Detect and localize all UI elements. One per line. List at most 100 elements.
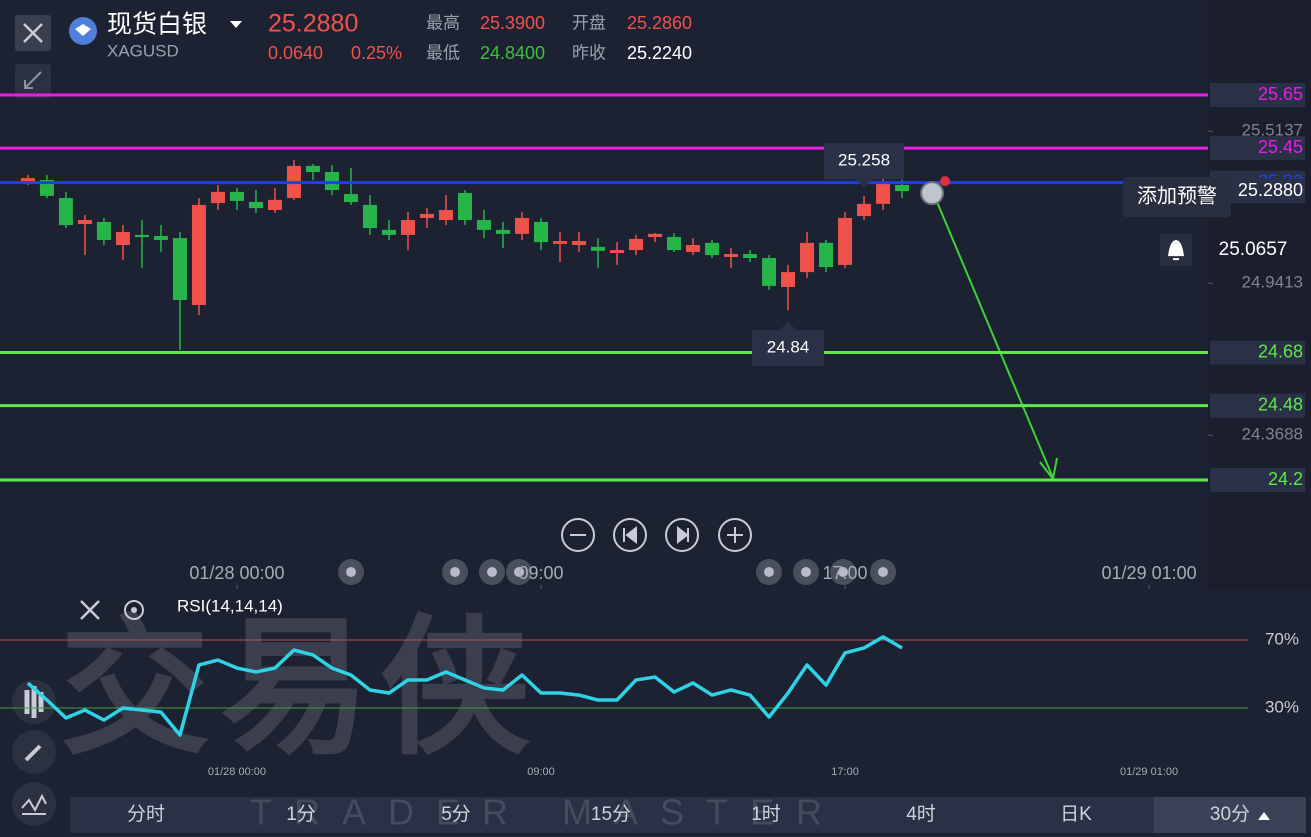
candle-body: [800, 242, 815, 273]
high-box: [824, 143, 905, 180]
y-tick-label: 24.3688: [1242, 425, 1303, 444]
candle-body: [381, 229, 396, 235]
candle-body: [267, 199, 282, 210]
info-dot: [940, 176, 951, 187]
rsi-settings-dot: [131, 607, 137, 613]
alert-bell: [1168, 240, 1184, 261]
close-icon: [23, 23, 43, 43]
level-box: [1210, 468, 1305, 492]
candle-body: [838, 217, 853, 265]
candle-body: [743, 254, 758, 259]
level-box: [1210, 83, 1305, 107]
low-label: 24.84: [767, 338, 810, 357]
candle-body: [400, 220, 415, 235]
high-value: 25.3900: [480, 13, 545, 33]
candle-body: [610, 250, 625, 253]
candle-body: [667, 237, 682, 251]
rsi-line: [26, 635, 903, 737]
candle-body: [591, 246, 606, 251]
candle-body: [724, 254, 739, 257]
level-label: 24.2: [1268, 469, 1303, 489]
y-tick-label: 24.9413: [1242, 273, 1303, 292]
rsi-settings[interactable]: [124, 600, 144, 620]
level-box: [1210, 393, 1305, 418]
x-tick-label: 09:00: [527, 766, 555, 778]
candle-body: [781, 272, 796, 287]
x-tick-label: 01/29 01:00: [1102, 563, 1197, 583]
x-tick-label: 01/28 00:00: [189, 563, 284, 583]
y-tick-label: 25.5137: [1242, 121, 1303, 140]
high-label: 25.258: [838, 151, 890, 170]
tab[interactable]: 日K: [1060, 804, 1092, 825]
candle-body: [705, 242, 720, 256]
tab[interactable]: 1分: [286, 803, 316, 825]
low-box: [752, 330, 825, 367]
x-tick-label: 09:00: [518, 563, 563, 583]
level-label: 25.65: [1258, 84, 1303, 104]
y-tick-label: 30%: [1265, 697, 1299, 716]
next[interactable]: [665, 518, 699, 552]
tab-active: [1154, 797, 1306, 833]
current-price-label: 25.2880: [1238, 180, 1303, 200]
tab[interactable]: 1时: [751, 803, 781, 825]
prev[interactable]: [613, 518, 647, 552]
instrument-name[interactable]: 现货白银: [107, 11, 207, 39]
prev-value: 25.2240: [627, 43, 692, 63]
info-icon: [920, 181, 945, 206]
candle-body: [305, 165, 320, 172]
candle-body: [648, 233, 663, 238]
watermark: 交易侠: [60, 604, 540, 772]
open-value: 25.2860: [627, 13, 692, 33]
tab[interactable]: 5分: [441, 803, 471, 825]
candle-body: [438, 209, 453, 221]
candle-body: [515, 217, 530, 234]
tab-arrow: [1258, 812, 1270, 820]
candle-body: [229, 191, 244, 201]
level-box: [1210, 340, 1305, 365]
candle-body: [20, 178, 35, 183]
candle-body: [496, 229, 511, 234]
tab[interactable]: 15分: [591, 803, 631, 825]
rsi-title: RSI(14,14,14): [177, 596, 283, 615]
candle-body: [191, 204, 206, 306]
change: 0.0640: [268, 43, 323, 63]
candle-body: [172, 238, 187, 300]
high-label: 最高: [426, 13, 460, 32]
tab[interactable]: 分时: [127, 803, 165, 825]
high-tail: [856, 179, 873, 189]
tool-indicator[interactable]: [12, 782, 56, 826]
candle-body: [419, 213, 434, 218]
candle-body: [362, 204, 377, 229]
candle-body: [629, 238, 644, 251]
candle-body: [58, 198, 73, 226]
watermark-text: TRADER MASTER: [250, 792, 844, 833]
zoom-in[interactable]: [718, 518, 752, 552]
candle-body: [324, 172, 339, 191]
prev-label: 昨收: [572, 43, 606, 62]
level-box: [1210, 136, 1305, 161]
candle-body: [248, 202, 263, 209]
tab[interactable]: 4时: [906, 803, 936, 825]
rsi-close[interactable]: [80, 600, 100, 620]
low-label: 最低: [426, 43, 460, 62]
trend-arrow: [931, 189, 1054, 479]
candle-body: [115, 232, 130, 246]
alert-tooltip: [1123, 177, 1231, 218]
tab[interactable]: 30分: [1210, 803, 1250, 825]
y-tick-label: 70%: [1265, 629, 1299, 648]
zoom-out[interactable]: [561, 518, 595, 552]
candle-body: [153, 235, 168, 240]
candle-body: [134, 234, 149, 238]
candle-body: [476, 220, 491, 230]
candle-body: [876, 182, 891, 204]
candle-body: [210, 191, 225, 204]
logo-mark: [75, 24, 91, 36]
alert-tooltip-text: 添加预警: [1137, 184, 1217, 207]
dropdown-arrow[interactable]: [230, 21, 242, 28]
candle-body: [534, 221, 549, 243]
symbol: XAGUSD: [107, 41, 179, 60]
candle-body: [343, 194, 358, 203]
candle-body: [96, 221, 111, 240]
